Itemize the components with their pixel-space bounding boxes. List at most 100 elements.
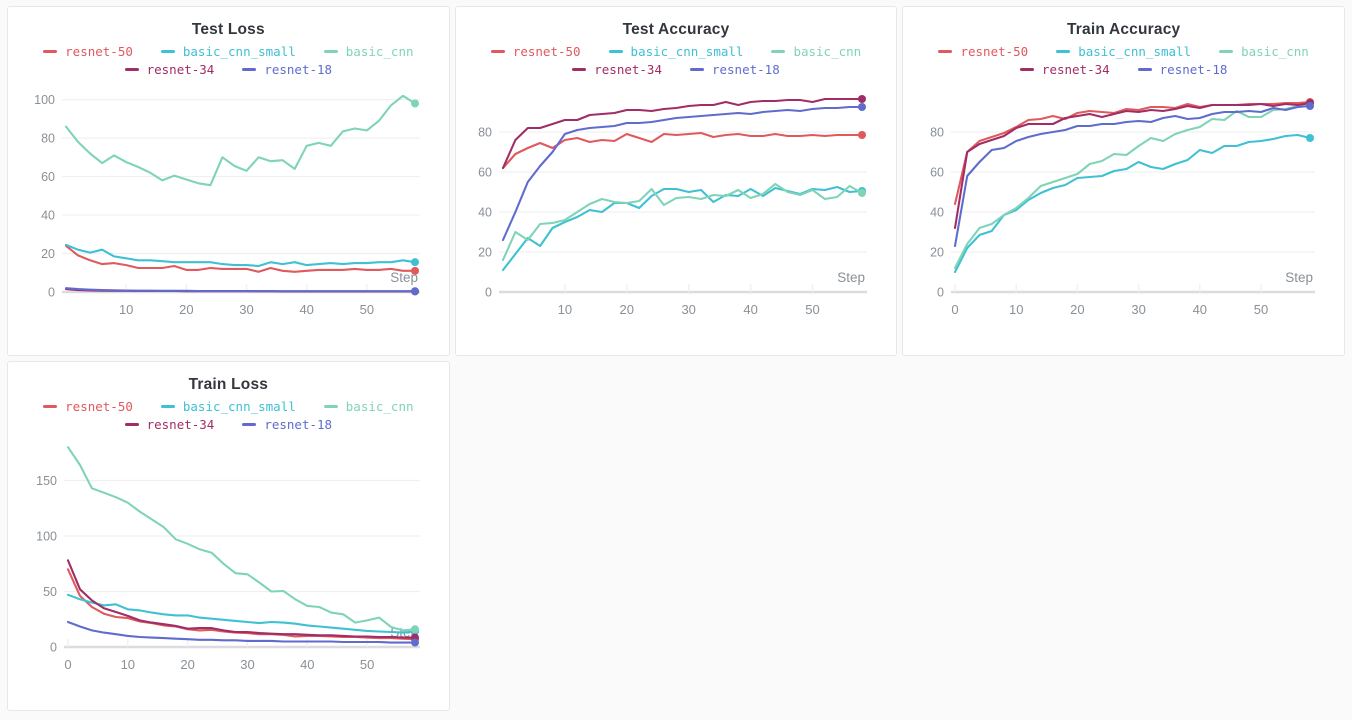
legend-swatch-icon	[124, 422, 139, 427]
x-tick-label: 50	[359, 302, 373, 317]
panel-train-loss[interactable]: Train Loss resnet-50 basic_cnn_small basic…	[7, 361, 450, 711]
legend-item-resnet-34[interactable]: resnet-34	[124, 62, 214, 77]
x-tick-label: 30	[239, 302, 253, 317]
legend-item-basic_cnn_small[interactable]: basic_cnn_small	[608, 44, 743, 59]
series-endpoint-dot-basic_cnn_small[interactable]	[1306, 134, 1315, 142]
series-line-resnet-18[interactable]	[502, 105, 864, 242]
panel-test-loss[interactable]: Test Loss resnet-50 basic_cnn_small basic_…	[7, 6, 450, 356]
line-chart-canvas[interactable]: 0 20 40 60 80 10 20 30 40 50 Step	[457, 86, 894, 326]
legend-swatch-icon	[323, 404, 338, 409]
x-tick-label: 10	[1009, 302, 1023, 317]
legend-row: resnet-50 basic_cnn_small basic_cnn	[490, 44, 861, 59]
series-line-resnet-18[interactable]	[66, 620, 416, 644]
legend-label: resnet-18	[264, 62, 333, 77]
series-line-basic_cnn[interactable]	[954, 101, 1312, 270]
y-tick-label: 60	[930, 166, 944, 180]
legend-swatch-icon	[572, 67, 587, 72]
series-line-resnet-34[interactable]	[954, 101, 1312, 230]
legend-swatch-icon	[771, 49, 786, 54]
line-chart-canvas[interactable]: 0 20 40 60 80 0 10 20 30 40 50 Step	[905, 86, 1342, 326]
x-tick-label: 10	[119, 302, 133, 317]
x-tick-label: 20	[1070, 302, 1084, 317]
y-tick-label: 80	[930, 126, 944, 140]
legend-label: basic_cnn_small	[1078, 44, 1192, 59]
legend-label: resnet-34	[594, 62, 662, 77]
series-line-resnet-50[interactable]	[64, 244, 416, 273]
series-line-basic_cnn[interactable]	[66, 446, 416, 632]
x-tick-label: 50	[806, 302, 820, 317]
legend-label: resnet-18	[1159, 62, 1228, 77]
chart-title: Test Accuracy	[622, 21, 730, 38]
legend-item-basic_cnn[interactable]: basic_cnn	[771, 44, 861, 59]
series-endpoint-dot-resnet-18[interactable]	[410, 638, 419, 647]
legend-swatch-icon	[242, 422, 257, 427]
series-endpoint-dot-resnet-18[interactable]	[1306, 102, 1315, 110]
legend-row: resnet-34 resnet-18	[1019, 62, 1228, 77]
legend-item-basic_cnn[interactable]: basic_cnn	[323, 399, 414, 414]
y-tick-label: 80	[479, 126, 493, 140]
legend-item-resnet-50[interactable]: resnet-50	[490, 44, 581, 59]
x-axis-label: Step	[838, 270, 866, 285]
legend-item-resnet-34[interactable]: resnet-34	[572, 62, 662, 77]
series-line-resnet-18[interactable]	[64, 287, 416, 293]
legend-item-basic_cnn_small[interactable]: basic_cnn_small	[160, 399, 296, 414]
legend-item-resnet-34[interactable]: resnet-34	[124, 417, 214, 432]
series-endpoint-dot-resnet-18[interactable]	[410, 287, 419, 296]
panel-test-accuracy[interactable]: Test Accuracy resnet-50 basic_cnn_small ba…	[454, 6, 898, 356]
legend-swatch-icon	[938, 49, 953, 54]
series-line-resnet-34[interactable]	[502, 97, 864, 170]
legend-item-basic_cnn_small[interactable]: basic_cnn_small	[160, 44, 296, 59]
x-axis-label: Step	[390, 270, 418, 285]
x-tick-label: 20	[620, 302, 634, 317]
legend-swatch-icon	[242, 67, 257, 72]
series-line-basic_cnn[interactable]	[64, 94, 416, 187]
legend-item-basic_cnn_small[interactable]: basic_cnn_small	[1056, 44, 1191, 59]
panel-grid: Test Loss resnet-50 basic_cnn_small basic_…	[7, 6, 1345, 711]
line-chart-canvas[interactable]: 0 20 40 60 80 100 10 20 30 40 50 Step	[10, 86, 447, 326]
series-line-basic_cnn_small[interactable]	[954, 133, 1312, 274]
legend-row: resnet-34 resnet-18	[124, 62, 332, 77]
legend-item-resnet-50[interactable]: resnet-50	[938, 44, 1028, 59]
series-endpoint-dot-basic_cnn[interactable]	[410, 625, 419, 634]
legend-label: basic_cnn	[793, 44, 862, 59]
series-line-resnet-50[interactable]	[502, 131, 864, 170]
series-line-basic_cnn_small[interactable]	[66, 593, 416, 634]
legend-swatch-icon	[160, 49, 175, 54]
series-line-basic_cnn_small[interactable]	[64, 243, 416, 268]
legend-item-resnet-18[interactable]: resnet-18	[689, 62, 780, 77]
y-tick-label: 20	[479, 246, 493, 260]
series-line-resnet-50[interactable]	[66, 568, 416, 641]
legend-label: resnet-50	[65, 44, 133, 59]
series-endpoint-dot-resnet-34[interactable]	[858, 95, 867, 103]
x-tick-label: 40	[1193, 302, 1207, 317]
legend-item-resnet-50[interactable]: resnet-50	[43, 44, 133, 59]
legend-item-basic_cnn[interactable]: basic_cnn	[323, 44, 414, 59]
series-endpoint-dot-resnet-50[interactable]	[858, 131, 867, 139]
x-tick-label: 0	[952, 302, 959, 317]
series-endpoint-dot-basic_cnn[interactable]	[410, 99, 419, 108]
x-tick-label: 50	[1254, 302, 1268, 317]
series-line-basic_cnn_small[interactable]	[502, 185, 864, 272]
y-tick-label: 80	[41, 132, 55, 146]
series-endpoint-dot-basic_cnn[interactable]	[858, 189, 867, 197]
series-line-basic_cnn[interactable]	[502, 182, 864, 262]
legend-item-resnet-34[interactable]: resnet-34	[1019, 62, 1110, 77]
legend-swatch-icon	[1056, 49, 1071, 54]
series-endpoint-dot-resnet-18[interactable]	[858, 103, 867, 111]
chart-legend: resnet-50 basic_cnn_small basic_cnn resnet-…	[903, 44, 1344, 77]
legend-row: resnet-50 basic_cnn_small basic_cnn	[43, 44, 414, 59]
legend-item-resnet-18[interactable]: resnet-18	[1137, 62, 1228, 77]
series-line-resnet-18[interactable]	[954, 104, 1312, 248]
series-endpoint-dot-resnet-50[interactable]	[410, 266, 419, 275]
series-endpoint-dot-basic_cnn_small[interactable]	[410, 258, 419, 267]
panel-train-accuracy[interactable]: Train Accuracy resnet-50 basic_cnn_small b…	[902, 6, 1345, 356]
legend-item-resnet-18[interactable]: resnet-18	[242, 417, 332, 432]
x-tick-label: 40	[744, 302, 758, 317]
series-line-resnet-34[interactable]	[66, 559, 416, 639]
x-tick-label: 0	[64, 657, 71, 672]
legend-item-resnet-50[interactable]: resnet-50	[43, 399, 133, 414]
legend-item-resnet-18[interactable]: resnet-18	[242, 62, 332, 77]
legend-item-basic_cnn[interactable]: basic_cnn	[1219, 44, 1309, 59]
x-tick-label: 30	[240, 657, 254, 672]
